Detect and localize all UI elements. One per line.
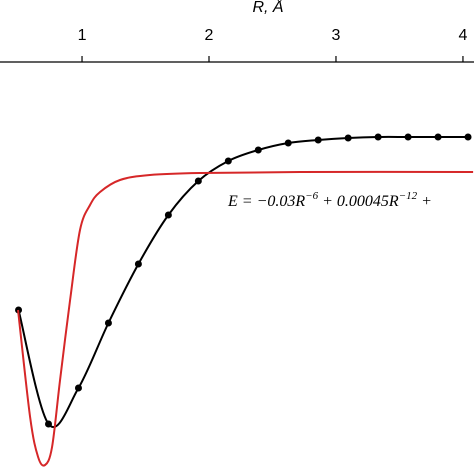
x-tick-label: 2 [205,27,214,44]
point [374,133,382,141]
annotation-exponent: −12 [399,190,418,202]
point [104,319,112,327]
annotation-text: + [417,193,432,210]
point [134,260,142,268]
point [344,134,352,142]
point [254,146,262,154]
x-tick-label: 3 [332,27,341,44]
line [17,135,469,428]
point [45,420,53,428]
line [17,170,474,467]
point [74,384,82,392]
annotation: E = −0.03R−6 + 0.00045R−12 + [227,190,432,210]
annotation-text: + 0.00045R [318,193,399,210]
x-tick-label: 4 [459,27,468,44]
annotation-text: E = −0.03R [227,193,305,210]
x-axis-label: R, Å [252,0,283,16]
annotation-exponent: −6 [305,190,318,202]
point [314,136,322,144]
point [284,139,292,147]
point [164,211,172,219]
point [434,133,442,141]
point [194,177,202,185]
point [404,133,412,141]
point [464,133,472,141]
point [224,157,232,165]
x-tick-label: 1 [78,27,87,44]
